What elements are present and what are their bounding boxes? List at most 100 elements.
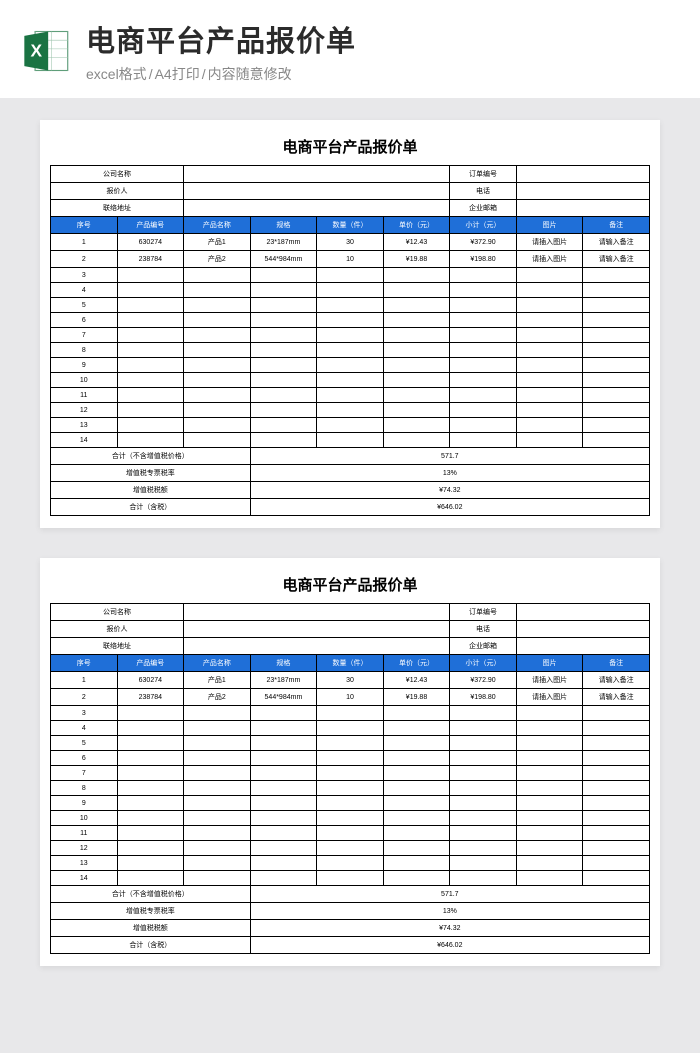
col-subtotal: 小计（元）	[450, 655, 517, 672]
total-ex-label: 合计（不含增值税价格）	[51, 448, 251, 465]
phone-label: 电话	[450, 621, 517, 638]
table-row: 10	[51, 373, 650, 388]
table-row: 9	[51, 358, 650, 373]
table-row: 1630274产品123*187mm30¥12.43¥372.90请插入图片请输…	[51, 672, 650, 689]
table-row: 7	[51, 328, 650, 343]
sub-title: excel格式/A4打印/内容随意修改	[86, 64, 680, 84]
col-spec: 规格	[250, 217, 317, 234]
table-row: 4	[51, 721, 650, 736]
summary-row: 合计（不含增值税价格）571.7	[51, 448, 650, 465]
total-ex-label: 合计（不含增值税价格）	[51, 886, 251, 903]
sheet-title: 电商平台产品报价单	[50, 130, 650, 165]
info-row: 报价人 电话	[51, 183, 650, 200]
col-name: 产品名称	[184, 217, 251, 234]
table-row: 14	[51, 871, 650, 886]
orderno-label: 订单编号	[450, 604, 517, 621]
col-code: 产品编号	[117, 217, 184, 234]
table-row: 2238784产品2544*984mm10¥19.88¥198.80请插入图片请…	[51, 251, 650, 268]
col-price: 单价（元）	[383, 217, 450, 234]
table-row: 5	[51, 298, 650, 313]
quote-table: 公司名称订单编号报价人电话联络地址企业邮箱序号产品编号产品名称规格数量（件）单价…	[50, 165, 650, 516]
sub-print: A4打印	[155, 66, 200, 82]
table-row: 7	[51, 766, 650, 781]
col-seq: 序号	[51, 655, 118, 672]
email-label: 企业邮箱	[450, 200, 517, 217]
table-row: 10	[51, 811, 650, 826]
company-label: 公司名称	[51, 166, 184, 183]
table-row: 3	[51, 706, 650, 721]
info-row: 报价人 电话	[51, 621, 650, 638]
table-row: 14	[51, 433, 650, 448]
info-row: 联络地址 企业邮箱	[51, 638, 650, 655]
tax: ¥74.32	[250, 920, 649, 937]
quoter-label: 报价人	[51, 621, 184, 638]
table-row: 1630274产品123*187mm30¥12.43¥372.90请插入图片请输…	[51, 234, 650, 251]
info-row: 公司名称订单编号	[51, 604, 650, 621]
header-text-block: 电商平台产品报价单 excel格式/A4打印/内容随意修改	[86, 18, 680, 84]
total-inc: ¥646.02	[250, 937, 649, 954]
col-seq: 序号	[51, 217, 118, 234]
table-row: 11	[51, 388, 650, 403]
sub-format: excel格式	[86, 66, 147, 82]
column-header-row: 序号产品编号产品名称规格数量（件）单价（元）小计（元）图片备注	[51, 217, 650, 234]
summary-row: 增值税税额¥74.32	[51, 482, 650, 499]
quoter-label: 报价人	[51, 183, 184, 200]
email-label: 企业邮箱	[450, 638, 517, 655]
tax-label: 增值税税额	[51, 482, 251, 499]
col-spec: 规格	[250, 655, 317, 672]
total-ex: 571.7	[250, 886, 649, 903]
table-row: 9	[51, 796, 650, 811]
table-row: 6	[51, 751, 650, 766]
col-img: 图片	[516, 217, 583, 234]
col-qty: 数量（件）	[317, 655, 384, 672]
summary-row: 合计（含税）¥646.02	[51, 499, 650, 516]
col-name: 产品名称	[184, 655, 251, 672]
sub-edit: 内容随意修改	[208, 66, 292, 82]
col-note: 备注	[583, 655, 650, 672]
quote-table: 公司名称订单编号报价人电话联络地址企业邮箱序号产品编号产品名称规格数量（件）单价…	[50, 603, 650, 954]
main-title: 电商平台产品报价单	[86, 18, 680, 60]
summary-row: 合计（不含增值税价格）571.7	[51, 886, 650, 903]
sheet-title: 电商平台产品报价单	[50, 568, 650, 603]
tax-label: 增值税税额	[51, 920, 251, 937]
quote-sheet-1: 电商平台产品报价单公司名称订单编号报价人电话联络地址企业邮箱序号产品编号产品名称…	[40, 120, 660, 528]
table-row: 13	[51, 856, 650, 871]
taxrate-label: 增值税专票税率	[51, 903, 251, 920]
table-row: 8	[51, 343, 650, 358]
taxrate: 13%	[250, 903, 649, 920]
total-inc-label: 合计（含税）	[51, 499, 251, 516]
address-label: 联络地址	[51, 638, 184, 655]
info-row: 公司名称订单编号	[51, 166, 650, 183]
table-row: 5	[51, 736, 650, 751]
table-row: 4	[51, 283, 650, 298]
table-row: 11	[51, 826, 650, 841]
col-img: 图片	[516, 655, 583, 672]
total-ex: 571.7	[250, 448, 649, 465]
taxrate: 13%	[250, 465, 649, 482]
table-row: 8	[51, 781, 650, 796]
summary-row: 增值税税额¥74.32	[51, 920, 650, 937]
page-header: X 电商平台产品报价单 excel格式/A4打印/内容随意修改	[0, 0, 700, 98]
address-label: 联络地址	[51, 200, 184, 217]
summary-row: 增值税专票税率13%	[51, 465, 650, 482]
col-note: 备注	[583, 217, 650, 234]
col-subtotal: 小计（元）	[450, 217, 517, 234]
col-code: 产品编号	[117, 655, 184, 672]
column-header-row: 序号产品编号产品名称规格数量（件）单价（元）小计（元）图片备注	[51, 655, 650, 672]
table-row: 6	[51, 313, 650, 328]
summary-row: 合计（含税）¥646.02	[51, 937, 650, 954]
svg-text:X: X	[30, 40, 42, 60]
total-inc-label: 合计（含税）	[51, 937, 251, 954]
summary-row: 增值税专票税率13%	[51, 903, 650, 920]
table-row: 2238784产品2544*984mm10¥19.88¥198.80请插入图片请…	[51, 689, 650, 706]
col-qty: 数量（件）	[317, 217, 384, 234]
sheet-container: 电商平台产品报价单公司名称订单编号报价人电话联络地址企业邮箱序号产品编号产品名称…	[0, 98, 700, 1006]
table-row: 12	[51, 841, 650, 856]
table-row: 13	[51, 418, 650, 433]
col-price: 单价（元）	[383, 655, 450, 672]
table-row: 12	[51, 403, 650, 418]
phone-label: 电话	[450, 183, 517, 200]
excel-icon: X	[20, 25, 72, 77]
total-inc: ¥646.02	[250, 499, 649, 516]
taxrate-label: 增值税专票税率	[51, 465, 251, 482]
